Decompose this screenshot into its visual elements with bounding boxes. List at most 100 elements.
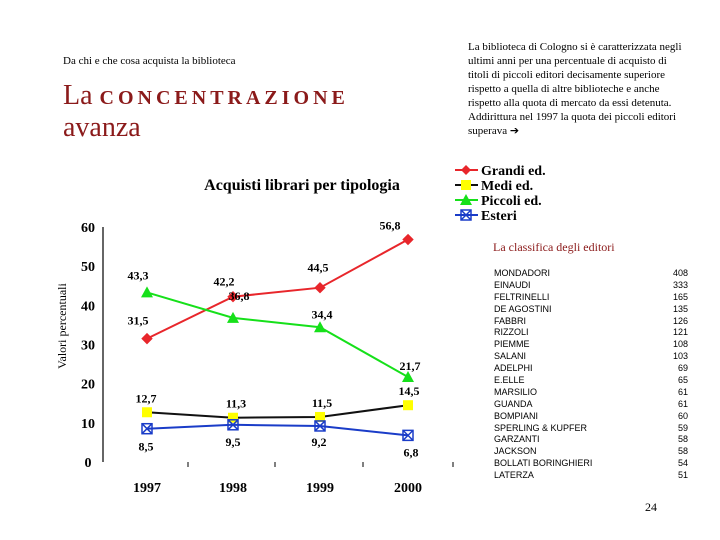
publisher-name: SALANI [494,351,527,362]
publisher-row: MONDADORI 408 [494,268,688,280]
data-label: 9,5 [226,435,241,449]
y-tick-label: 40 [81,299,95,314]
slide-title: La concentrazione avanza [63,80,349,144]
data-point [227,311,239,323]
data-point [227,419,239,431]
y-tick-label: 60 [81,221,95,236]
publisher-count: 51 [677,470,688,481]
publisher-row: SALANI 103 [494,351,688,363]
data-point [403,400,413,411]
title-word-avanza: avanza [63,112,141,143]
data-point [402,233,414,246]
data-label: 31,5 [128,314,149,328]
publisher-row: GARZANTI 58 [494,434,688,446]
data-point-cross [227,419,239,431]
data-label: 34,4 [312,307,333,321]
publisher-name: DE AGOSTINI [494,303,552,314]
publisher-name: LATERZA [494,470,534,481]
publisher-count: 121 [672,327,688,338]
data-label: 36,8 [229,289,250,303]
publisher-row: LATERZA 51 [494,470,688,482]
data-label: 44,5 [308,261,329,275]
data-point [402,429,414,442]
series-line [146,291,409,378]
publisher-row: RIZZOLI 121 [494,327,688,339]
chart-title: Acquisti librari per tipologia [204,177,400,194]
data-point [141,422,153,435]
classifica-list: MONDADORI 408 EINAUDI 333 FELTRINELLI 165 DE A… [494,268,688,482]
x-tick-label: 1997 [133,481,161,496]
data-label: 21,7 [400,359,421,373]
publisher-row: EINAUDI 333 [494,280,688,292]
data-point [402,371,414,383]
x-tick-label: 1999 [306,481,334,496]
series-line [146,423,409,437]
publisher-row: MARSILIO 61 [494,387,688,399]
publisher-name: BOMPIANI [494,410,539,421]
y-tick-label: 30 [81,339,95,354]
publisher-count: 58 [677,434,688,445]
publisher-name: MONDADORI [494,268,550,278]
publisher-count: 126 [672,315,688,326]
data-point [314,420,326,432]
data-point [314,321,326,333]
data-point [142,407,152,418]
data-label: 14,5 [399,384,420,398]
title-word-la: La [63,80,93,111]
publisher-row: SPERLING & KUPFER 59 [494,423,688,435]
publisher-name: GUANDA [494,398,533,409]
intro-text: La biblioteca di Cologno si è caratteriz… [468,41,682,137]
publisher-count: 60 [677,410,688,421]
legend-label: Esteri [481,209,517,224]
data-label: 6,8 [404,445,419,459]
data-label: 56,8 [380,219,401,233]
data-point [228,412,238,423]
publisher-count: 58 [677,446,688,457]
data-label: 42,2 [214,275,235,289]
data-point [141,332,153,345]
publisher-name: MARSILIO [494,386,538,397]
data-label: 9,2 [312,435,327,449]
x-tick-label: 2000 [394,481,422,496]
page-number: 24 [645,500,657,514]
slide-kicker: Da chi e che cosa acquista la biblioteca [63,55,236,67]
publisher-row: FELTRINELLI 165 [494,292,688,304]
legend-marker [460,194,472,205]
data-label: 43,3 [128,268,149,282]
publisher-row: FABBRI 126 [494,316,688,328]
publisher-row: E.ELLE 65 [494,375,688,387]
classifica-title: La classifica degli editori [493,240,615,254]
y-tick-label: 10 [81,417,95,432]
publisher-row: GUANDA 61 [494,399,688,411]
publisher-name: BOLLATI BORINGHIERI [494,458,593,469]
title-word-concentrazione: concentrazione [99,80,349,111]
y-tick-label: 0 [85,456,92,471]
publisher-row: JACKSON 58 [494,446,688,458]
publisher-count: 61 [677,398,688,409]
publisher-name: SPERLING & KUPFER [494,422,588,433]
publisher-count: 165 [672,291,688,302]
publisher-row: PIEMME 108 [494,339,688,351]
publisher-count: 108 [672,339,688,350]
data-point-cross [314,420,326,432]
data-point [227,291,239,303]
series-line [146,238,409,340]
publisher-row: DE AGOSTINI 135 [494,304,688,316]
intro-paragraph: La biblioteca di Cologno si è caratteriz… [468,40,690,138]
publisher-name: PIEMME [494,339,530,350]
publisher-name: RIZZOLI [494,327,529,338]
publisher-count: 59 [677,422,688,433]
series-line [146,404,409,419]
data-point [314,282,326,294]
x-tick-label: 1998 [219,481,247,496]
publisher-count: 333 [672,279,688,290]
publisher-row: ADELPHI 69 [494,363,688,375]
publisher-count: 54 [677,458,688,469]
data-point [141,286,153,298]
publisher-count: 65 [677,375,688,386]
y-tick-label: 20 [81,378,95,393]
publisher-count: 135 [672,303,688,314]
data-point-cross [402,429,414,441]
publisher-count: 408 [672,268,688,278]
